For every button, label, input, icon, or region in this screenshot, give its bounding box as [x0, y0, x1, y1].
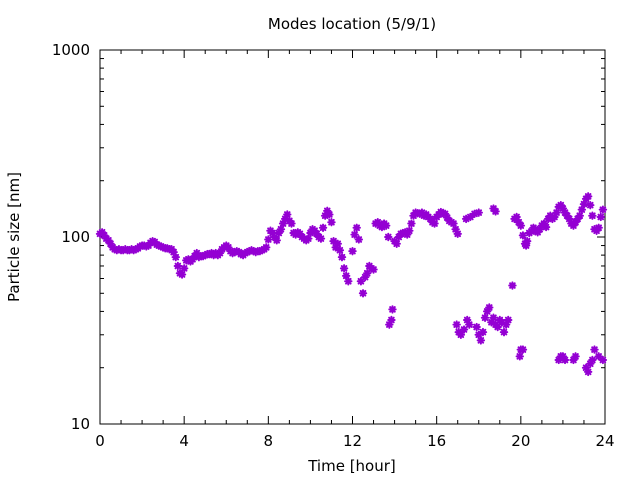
data-point	[485, 303, 494, 312]
data-point	[583, 192, 593, 201]
data-point	[449, 219, 458, 228]
data-points	[95, 192, 608, 377]
data-point	[586, 200, 595, 210]
x-tick-label: 12	[343, 432, 362, 450]
data-point	[387, 315, 396, 325]
data-point	[350, 230, 359, 239]
data-point	[384, 232, 393, 242]
x-tick-label: 8	[264, 432, 274, 450]
data-point	[430, 219, 439, 228]
data-point	[171, 252, 180, 262]
data-point	[518, 345, 528, 354]
data-point	[405, 226, 414, 235]
data-point	[541, 222, 551, 232]
data-point	[318, 223, 328, 232]
data-point	[522, 236, 532, 246]
data-point	[598, 355, 608, 365]
data-point	[476, 336, 486, 345]
data-point	[262, 243, 271, 252]
data-point	[407, 219, 416, 228]
data-point	[594, 352, 603, 361]
x-tick-label: 16	[427, 432, 446, 450]
x-axis-label: Time [hour]	[307, 457, 396, 475]
data-point	[515, 352, 524, 361]
data-point	[491, 207, 500, 216]
data-point	[388, 305, 397, 314]
x-tick-label: 20	[511, 432, 530, 450]
y-axis: 10 100 1000	[52, 41, 605, 433]
data-point	[588, 355, 597, 365]
data-point	[287, 219, 296, 228]
data-point	[335, 245, 345, 255]
data-point	[381, 221, 391, 230]
data-point	[478, 327, 488, 337]
data-point	[337, 252, 347, 262]
data-point	[596, 212, 605, 222]
chart-title: Modes location (5/9/1)	[268, 15, 436, 33]
y-axis-label: Particle size [nm]	[5, 172, 23, 302]
data-point	[369, 265, 378, 274]
data-point	[325, 210, 334, 219]
data-point	[577, 205, 587, 214]
data-point	[358, 289, 368, 298]
data-point	[465, 320, 474, 329]
data-point	[579, 199, 589, 209]
data-point	[571, 352, 580, 361]
data-point	[352, 223, 361, 232]
data-point	[583, 367, 593, 377]
data-point	[575, 211, 584, 220]
x-tick-label: 4	[179, 432, 189, 450]
data-point	[588, 211, 597, 220]
y-tick-label: 10	[71, 415, 90, 433]
data-point	[560, 355, 570, 365]
x-tick-label: 0	[95, 432, 105, 450]
y-tick-label: 100	[61, 228, 90, 246]
data-point	[552, 208, 561, 217]
data-point	[493, 322, 502, 332]
data-point	[590, 345, 599, 354]
data-point	[518, 231, 528, 240]
data-point	[598, 205, 608, 214]
data-point	[489, 313, 498, 322]
data-point	[177, 270, 187, 279]
data-point	[456, 330, 466, 339]
data-point	[276, 225, 286, 234]
data-point	[516, 221, 526, 230]
data-point	[480, 313, 490, 322]
data-point	[173, 261, 183, 271]
data-point	[472, 322, 481, 332]
data-point	[344, 277, 353, 286]
data-point	[508, 281, 517, 290]
data-point	[272, 236, 281, 245]
data-point	[348, 246, 357, 256]
data-point	[504, 315, 513, 325]
data-point	[452, 320, 461, 329]
data-point	[453, 229, 462, 239]
data-point	[283, 210, 292, 219]
data-point	[339, 264, 349, 273]
data-point	[354, 235, 364, 244]
data-point	[179, 264, 189, 273]
data-point	[474, 208, 483, 217]
x-tick-label: 24	[595, 432, 614, 450]
x-axis: 0 4 8 12 16 20 24	[95, 50, 615, 450]
data-point	[304, 234, 313, 243]
data-point	[363, 269, 372, 278]
y-tick-label: 1000	[52, 41, 90, 59]
data-point	[392, 239, 401, 248]
data-point	[499, 327, 509, 337]
data-point	[264, 235, 273, 244]
data-point	[333, 239, 342, 248]
data-point	[594, 223, 603, 232]
data-point	[459, 325, 469, 334]
data-point	[327, 217, 336, 227]
data-point	[316, 234, 326, 243]
